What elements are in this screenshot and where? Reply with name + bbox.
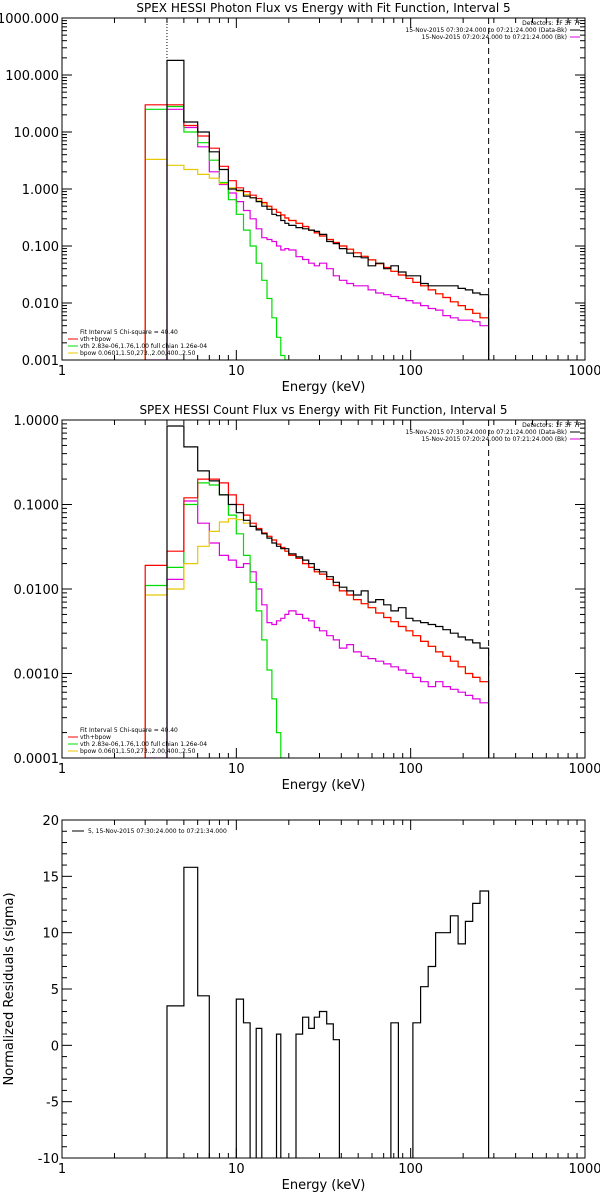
x-axis-label: Energy (keV) (282, 380, 366, 395)
annotation-text: Fit Interval 5 Chi-square = 40.40 (80, 727, 178, 734)
y-tick-label: 0.010 (22, 297, 59, 312)
fit-annotations: Fit Interval 5 Chi-square = 40.40vth+bpo… (68, 727, 207, 755)
x-tick-label: 1 (58, 364, 66, 379)
plot-frame (61, 17, 586, 361)
fit-annotations: Fit Interval 5 Chi-square = 40.40vth+bpo… (68, 329, 207, 357)
y-tick-label: -10 (38, 1152, 59, 1167)
series-bpow-line (144, 518, 490, 758)
series-data-line (166, 866, 490, 1158)
x-axis-label: Energy (keV) (282, 1178, 366, 1193)
legend-text: 15-Nov-2015 07:20:24.000 to 07:21:24.000… (422, 34, 567, 41)
y-tick-label: 1.0000 (14, 414, 60, 429)
annotation-text: vth+bpow (80, 336, 111, 343)
y-tick-label: 0.0001 (14, 752, 60, 767)
x-axis (61, 18, 578, 360)
x-tick-label: 1 (58, 1162, 66, 1177)
series-data-line (166, 425, 490, 758)
legend-text: 15-Nov-2015 07:20:24.000 to 07:21:24.000… (422, 436, 567, 443)
x-tick-label: 1000 (568, 762, 600, 777)
legend-text: 5, 15-Nov-2015 07:30:24.000 to 07:21:34.… (88, 828, 227, 835)
y-tick-label: 0.100 (22, 240, 59, 255)
annotation-text: vth 2.83e-06,1.76,1.00 full chian 1.26e-… (80, 741, 207, 748)
y-tick-label: 0.001 (22, 354, 59, 369)
series-data-line (166, 59, 490, 360)
y-axis (62, 20, 585, 361)
y-axis-label: Normalized Residuals (sigma) (2, 892, 17, 1085)
y-axis (62, 819, 585, 1159)
y-tick-label: 15 (42, 870, 59, 885)
y-tick-label: 5 (51, 983, 59, 998)
y-tick-label: 20 (42, 814, 59, 829)
series-vth-line (144, 482, 286, 758)
legend-text: 15-Nov-2015 07:30:24.000 to 07:21:24.000… (405, 27, 567, 34)
x-tick-label: 100 (398, 1162, 423, 1177)
y-tick-label: 100.000 (5, 69, 59, 84)
legend-text: Detectors: 1F 3F 7F (522, 422, 581, 429)
series-total-line (144, 478, 490, 758)
x-tick-label: 1000 (568, 364, 600, 379)
x-tick-label: 10 (228, 1162, 245, 1177)
annotation-text: bpow 0.0601,1.50,273.,2.00,400.,2.50 (80, 748, 196, 755)
series-vth-line (144, 105, 290, 360)
chart-title: SPEX HESSI Photon Flux vs Energy with Fi… (136, 1, 510, 15)
y-tick-label: 10.000 (14, 126, 60, 141)
series-bk-line (144, 108, 490, 360)
annotation-text: vth+bpow (80, 734, 111, 741)
y-tick-label: -5 (46, 1096, 59, 1111)
plot-frame (61, 819, 586, 1159)
x-tick-label: 10 (228, 762, 245, 777)
x-tick-label: 100 (398, 762, 423, 777)
y-tick-label: 0.1000 (14, 499, 60, 514)
x-tick-label: 1 (58, 762, 66, 777)
annotation-text: bpow 0.0601,1.50,273.,2.00,400.,2.50 (80, 350, 196, 357)
x-axis (61, 420, 578, 758)
y-tick-label: 1.000 (22, 183, 59, 198)
chart-panel-2: SPEX HESSI Count Flux vs Energy with Fit… (14, 403, 600, 793)
y-tick-label: 1000.000 (0, 12, 59, 27)
x-axis (61, 820, 578, 1158)
legend-text: Detectors: 1F 3F 7F (522, 20, 581, 27)
x-tick-label: 10 (228, 364, 245, 379)
y-tick-label: 10 (42, 927, 59, 942)
chart-title: SPEX HESSI Count Flux vs Energy with Fit… (139, 403, 507, 417)
legend: 5, 15-Nov-2015 07:30:24.000 to 07:21:34.… (72, 828, 227, 835)
x-axis-label: Energy (keV) (282, 778, 366, 793)
annotation-text: Fit Interval 5 Chi-square = 40.40 (80, 329, 178, 336)
chart-panel-1: SPEX HESSI Photon Flux vs Energy with Fi… (0, 1, 600, 395)
plot-frame (61, 419, 586, 759)
legend-text: 15-Nov-2015 07:30:24.000 to 07:21:24.000… (405, 429, 567, 436)
annotation-text: vth 2.83e-06,1.76,1.00 full chian 1.26e-… (80, 343, 207, 350)
y-tick-label: 0.0010 (14, 668, 60, 683)
series-bpow-line (144, 158, 490, 360)
chart-panel-3: 1 10 100 1000 Energy (keV) -10 -5 0 5 10 15 20 Norma… (2, 814, 600, 1193)
x-tick-label: 100 (398, 364, 423, 379)
series-bk-line (144, 500, 490, 758)
y-tick-label: 0 (51, 1039, 59, 1054)
y-axis (62, 423, 585, 759)
series-total-line (144, 104, 490, 360)
x-tick-label: 1000 (568, 1162, 600, 1177)
y-tick-label: 0.0100 (14, 583, 60, 598)
